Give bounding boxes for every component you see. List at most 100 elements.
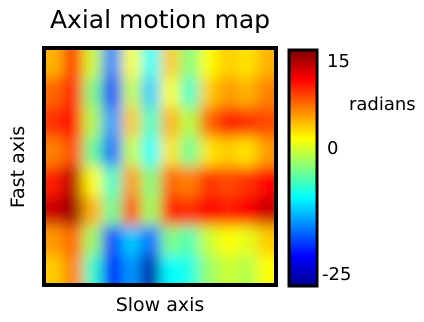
heatmap-cell — [218, 48, 238, 79]
heatmap-cell — [179, 136, 200, 168]
heatmap-cell — [237, 48, 258, 79]
heatmap-cell — [102, 77, 122, 108]
heatmap-cell — [121, 166, 142, 197]
heatmap-cell — [256, 255, 276, 285]
heatmap-cell — [218, 107, 238, 138]
heatmap-cell — [160, 107, 180, 138]
colorbar-tick-bottom: -25 — [322, 264, 351, 285]
heatmap-cell — [102, 48, 122, 79]
heatmap-cell — [63, 136, 84, 168]
heatmap-cell — [82, 255, 103, 285]
heatmap-cell — [121, 225, 142, 256]
heatmap-cell — [102, 166, 122, 197]
heatmap-cell — [218, 166, 238, 197]
heatmap-cell — [198, 196, 219, 227]
heatmap-cell — [140, 166, 161, 197]
heatmap-cell — [256, 136, 276, 168]
heatmap-cell — [82, 166, 103, 197]
heatmap-cell — [218, 136, 238, 168]
heatmap-cell — [198, 166, 219, 197]
heatmap-cell — [179, 225, 200, 256]
heatmap-cell — [160, 77, 180, 108]
heatmap-cell — [179, 196, 200, 227]
heatmap-cell — [160, 136, 180, 168]
heatmap-cell — [198, 255, 219, 285]
heatmap-cell — [140, 136, 161, 168]
heatmap-area — [44, 48, 276, 285]
heatmap-cell — [198, 77, 219, 108]
heatmap-cell — [237, 255, 258, 285]
heatmap-cell — [82, 196, 103, 227]
heatmap-cell — [63, 48, 84, 79]
heatmap-cell — [198, 225, 219, 256]
heatmap-cell — [256, 77, 276, 108]
heatmap-cell — [140, 255, 161, 285]
heatmap-cell — [121, 255, 142, 285]
heatmap-cell — [160, 225, 180, 256]
heatmap-cell — [237, 107, 258, 138]
colorbar-label: radians — [349, 94, 416, 115]
heatmap-cell — [102, 136, 122, 168]
heatmap-cell — [44, 136, 64, 168]
heatmap-cell — [237, 225, 258, 256]
heatmap-cell — [179, 48, 200, 79]
heatmap-cell — [218, 196, 238, 227]
heatmap-cell — [140, 77, 161, 108]
heatmap-cell — [102, 107, 122, 138]
heatmap-cell — [63, 166, 84, 197]
heatmap-cell — [121, 136, 142, 168]
heatmap-cell — [179, 107, 200, 138]
x-axis-label: Slow axis — [116, 294, 205, 316]
heatmap-cell — [121, 196, 142, 227]
colorbar: 15 0 -25 radians — [287, 48, 416, 288]
heatmap-cell — [140, 48, 161, 79]
colorbar-gradient — [287, 48, 319, 288]
heatmap-cell — [63, 255, 84, 285]
heatmap-cell — [44, 48, 64, 79]
heatmap-cell — [198, 107, 219, 138]
heatmap-cell — [140, 107, 161, 138]
heatmap-frame — [42, 46, 278, 287]
heatmap-cell — [82, 136, 103, 168]
heatmap-cell — [82, 48, 103, 79]
colorbar-tick-middle: 0 — [327, 138, 338, 159]
heatmap-cell — [63, 77, 84, 108]
heatmap-cell — [218, 255, 238, 285]
heatmap-cell — [160, 255, 180, 285]
colorbar-tick-top: 15 — [327, 51, 350, 72]
heatmap-cell — [121, 77, 142, 108]
heatmap-cell — [44, 225, 64, 256]
heatmap-cell — [44, 166, 64, 197]
heatmap-cell — [44, 255, 64, 285]
y-axis-label: Fast axis — [7, 126, 29, 208]
heatmap-cell — [102, 255, 122, 285]
heatmap-cell — [198, 48, 219, 79]
heatmap-cell — [179, 77, 200, 108]
chart-title: Axial motion map — [50, 5, 270, 34]
heatmap-cell — [140, 225, 161, 256]
heatmap-cell — [237, 196, 258, 227]
heatmap-cell — [63, 107, 84, 138]
heatmap-cells — [44, 48, 276, 285]
heatmap-cell — [237, 166, 258, 197]
heatmap-cell — [256, 225, 276, 256]
heatmap-cell — [44, 107, 64, 138]
heatmap-cell — [160, 196, 180, 227]
heatmap-cell — [237, 136, 258, 168]
heatmap-cell — [121, 48, 142, 79]
heatmap-cell — [44, 196, 64, 227]
heatmap-cell — [256, 196, 276, 227]
heatmap-cell — [63, 196, 84, 227]
heatmap-cell — [218, 77, 238, 108]
heatmap-cell — [102, 196, 122, 227]
heatmap-cell — [121, 107, 142, 138]
heatmap-cell — [160, 166, 180, 197]
heatmap-cell — [179, 255, 200, 285]
heatmap-cell — [82, 107, 103, 138]
heatmap-cell — [179, 166, 200, 197]
heatmap-cell — [140, 196, 161, 227]
heatmap-cell — [82, 225, 103, 256]
heatmap-cell — [256, 166, 276, 197]
heatmap-cell — [63, 225, 84, 256]
